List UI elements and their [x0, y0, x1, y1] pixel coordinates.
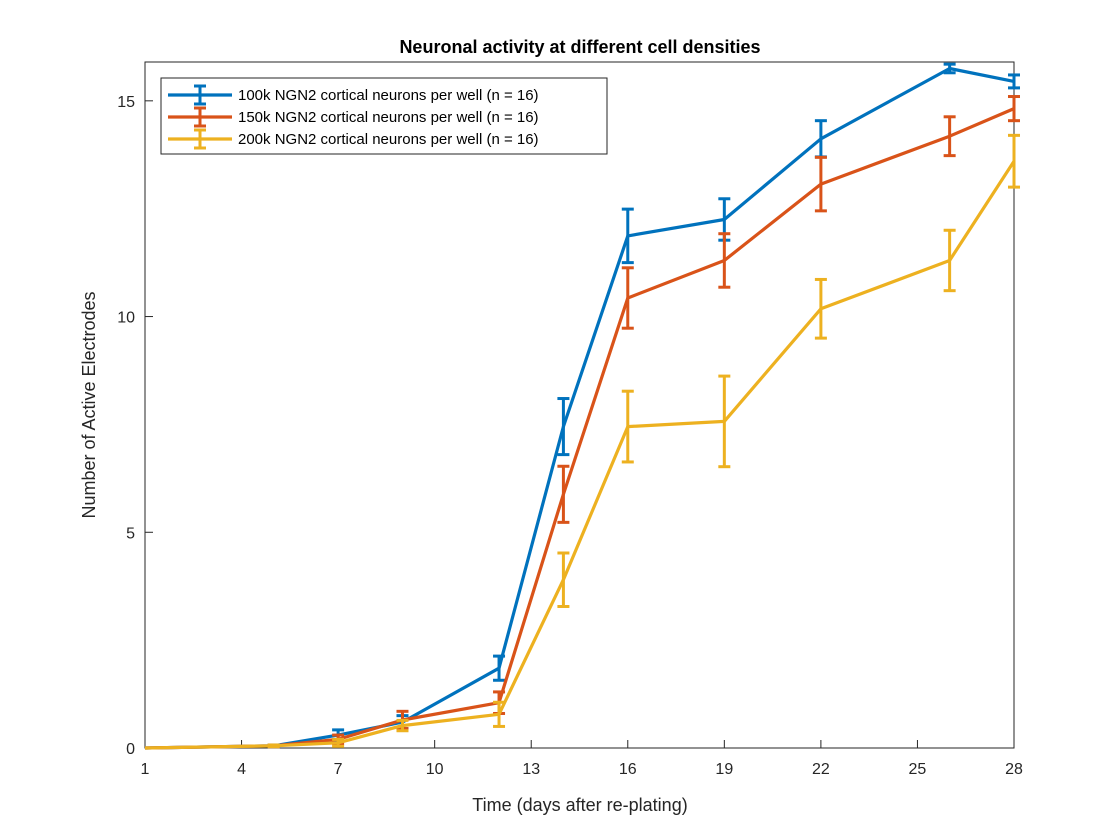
error-bar [493, 654, 506, 682]
error-bar [814, 155, 827, 213]
legend-label: 100k NGN2 cortical neurons per well (n =… [238, 87, 539, 104]
error-bar [332, 737, 345, 748]
x-tick-label: 19 [715, 761, 733, 778]
error-bar [1008, 133, 1020, 189]
legend-label: 200k NGN2 cortical neurons per well (n =… [238, 131, 539, 148]
x-tick-label: 13 [522, 761, 540, 778]
y-tick-label: 5 [126, 525, 135, 542]
error-bar [1008, 95, 1020, 123]
axes-box [144, 61, 1015, 749]
series-3 [144, 133, 1020, 750]
error-bar [943, 115, 956, 158]
y-axis-title: Number of Active Electrodes [79, 291, 99, 518]
legend-item: 150k NGN2 cortical neurons per well (n =… [168, 106, 539, 128]
x-tick-label: 25 [909, 761, 927, 778]
x-tick-label: 10 [426, 761, 444, 778]
x-tick-label: 7 [334, 761, 343, 778]
chart-title: Neuronal activity at different cell dens… [399, 37, 760, 57]
y-tick-label: 10 [117, 310, 135, 327]
legend: 100k NGN2 cortical neurons per well (n =… [160, 77, 608, 155]
x-axis-title: Time (days after re-plating) [472, 795, 687, 815]
x-tick-label: 4 [237, 761, 246, 778]
error-bar [557, 551, 570, 608]
x-tick-label: 22 [812, 761, 830, 778]
error-bar [718, 374, 731, 469]
error-bar [493, 700, 506, 728]
error-bar [621, 266, 634, 330]
y-tick-label: 15 [117, 94, 135, 111]
error-bar [621, 389, 634, 464]
error-bar [621, 207, 634, 265]
error-bar [557, 397, 570, 457]
x-axis: 1 4 7 10 13 16 19 22 25 28 [141, 740, 1023, 778]
series-layer [144, 62, 1020, 750]
error-bar [557, 464, 570, 524]
error-bar [267, 743, 280, 749]
error-bar [396, 718, 409, 733]
error-bar [943, 228, 956, 293]
legend-item: 200k NGN2 cortical neurons per well (n =… [168, 128, 539, 150]
legend-item: 100k NGN2 cortical neurons per well (n =… [168, 84, 539, 106]
error-bar [814, 277, 827, 340]
legend-box [160, 77, 608, 155]
legend-label: 150k NGN2 cortical neurons per well (n =… [238, 109, 539, 126]
error-bar [1008, 73, 1020, 90]
error-bar [718, 232, 731, 289]
plot-area [144, 61, 1015, 749]
x-tick-label: 16 [619, 761, 637, 778]
x-tick-label: 1 [141, 761, 150, 778]
error-bar [943, 62, 956, 75]
y-tick-label: 0 [126, 741, 135, 758]
x-tick-label: 28 [1005, 761, 1023, 778]
